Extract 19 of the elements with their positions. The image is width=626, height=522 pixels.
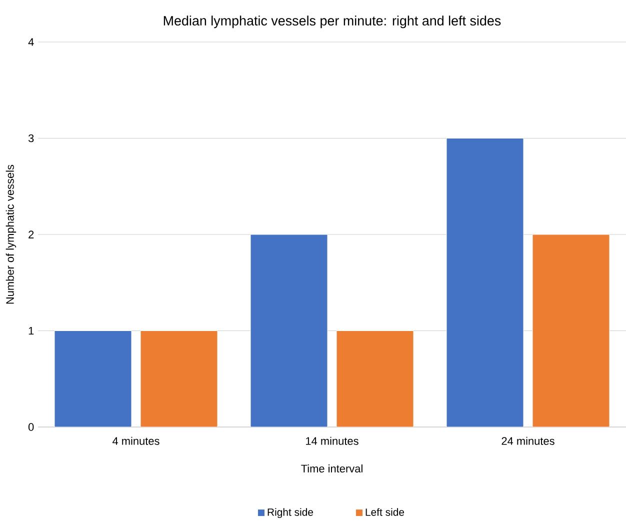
legend-label: Left side — [366, 508, 404, 516]
chart-title: Median lymphatic vessels per minute: right and left sides — [164, 16, 501, 28]
bar — [250, 234, 328, 427]
bar — [54, 330, 132, 427]
legend-label: Right side — [268, 508, 314, 518]
y-tick-label: 1 — [28, 326, 34, 335]
bar — [532, 234, 610, 427]
x-tick-label: 4 minutes — [112, 436, 160, 445]
bar — [336, 330, 414, 427]
y-axis-title: Number of lymphatic vessels — [6, 164, 16, 304]
x-axis-title: Time interval — [301, 464, 362, 472]
bar — [446, 138, 524, 427]
y-tick-label: 4 — [28, 38, 34, 46]
x-tick-label: 14 minutes — [306, 436, 358, 445]
bar — [140, 330, 218, 427]
y-tick-label: 2 — [28, 230, 34, 238]
x-tick-label: 24 minutes — [502, 436, 554, 445]
y-tick-label: 0 — [28, 423, 34, 431]
y-tick-label: 3 — [28, 134, 34, 142]
